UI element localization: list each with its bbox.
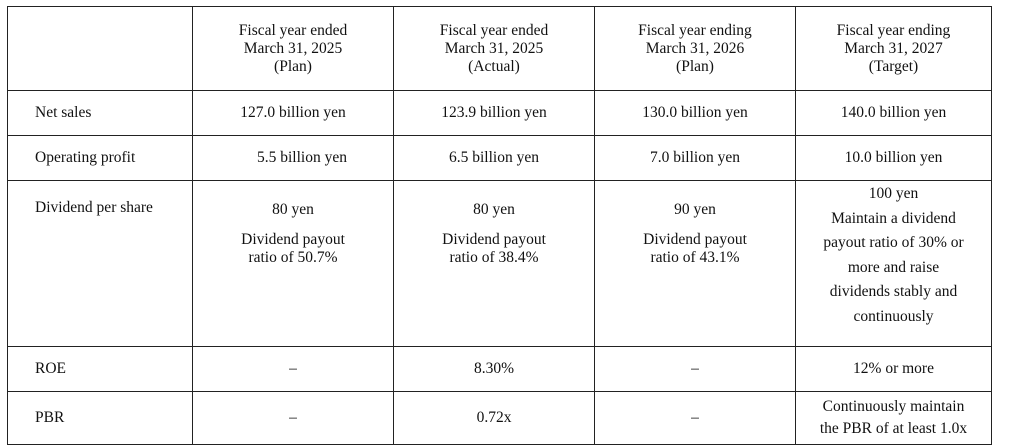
header-line: March 31, 2027	[844, 39, 943, 57]
header-fy2025-plan: Fiscal year ended March 31, 2025 (Plan)	[192, 6, 394, 91]
target-text: continuously	[853, 307, 934, 325]
row-label: Net sales	[7, 90, 193, 136]
financial-targets-table-container: Fiscal year ended March 31, 2025 (Plan) …	[7, 6, 992, 445]
header-line: Fiscal year ending	[836, 21, 951, 39]
table-cell-dividend: 90 yen Dividend payout ratio of 43.1%	[594, 180, 796, 347]
table-cell-dividend: 80 yen Dividend payout ratio of 38.4%	[393, 180, 595, 347]
table-row-roe: ROE – 8.30% – 12% or more	[7, 346, 992, 392]
target-text: Continuously maintain	[822, 398, 965, 415]
payout-text: Dividend payout	[643, 231, 747, 248]
dividend-amount: 90 yen	[674, 201, 716, 218]
header-line: (Target)	[868, 57, 919, 75]
row-label: PBR	[7, 391, 193, 445]
table-cell: 130.0 billion yen	[594, 90, 796, 136]
table-cell: –	[594, 346, 796, 392]
table-row-operating-profit: Operating profit 5.5 billion yen 6.5 bil…	[7, 135, 992, 181]
table-cell: 127.0 billion yen	[192, 90, 394, 136]
target-text: Maintain a dividend	[831, 209, 956, 227]
table-cell: 123.9 billion yen	[393, 90, 595, 136]
target-text: dividends stably and	[829, 283, 958, 300]
target-text: 100 yen	[868, 185, 919, 202]
row-label: Dividend per share	[7, 180, 193, 347]
table-cell: –	[192, 346, 394, 392]
row-label: Operating profit	[7, 135, 193, 181]
header-line: (Plan)	[274, 57, 312, 75]
table-cell: 5.5 billion yen	[192, 135, 394, 181]
header-row: Fiscal year ended March 31, 2025 (Plan) …	[7, 6, 992, 91]
target-text: the PBR of at least 1.0x	[819, 420, 968, 437]
table-cell: –	[192, 391, 394, 445]
table-cell: 12% or more	[795, 346, 992, 392]
payout-text: ratio of 50.7%	[248, 249, 338, 266]
header-line: March 31, 2026	[645, 39, 745, 57]
table-cell: 10.0 billion yen	[795, 135, 992, 181]
header-line: March 31, 2025	[444, 39, 544, 57]
table-cell: 0.72x	[393, 391, 595, 445]
table-cell-dividend-target: 100 yen Maintain a dividend payout ratio…	[795, 180, 992, 347]
financial-targets-table: Fiscal year ended March 31, 2025 (Plan) …	[7, 6, 992, 445]
row-label: ROE	[7, 346, 193, 392]
header-empty-cell	[7, 6, 193, 91]
table-cell: 8.30%	[393, 346, 595, 392]
dividend-amount: 80 yen	[272, 201, 314, 218]
header-line: Fiscal year ended	[439, 21, 549, 39]
header-line: Fiscal year ending	[638, 21, 752, 39]
table-row-dividend: Dividend per share 80 yen Dividend payou…	[7, 180, 992, 347]
header-line: Fiscal year ended	[238, 21, 348, 39]
payout-text: Dividend payout	[442, 231, 546, 248]
payout-text: ratio of 38.4%	[449, 249, 539, 266]
table-cell-pbr-target: Continuously maintain the PBR of at leas…	[795, 391, 992, 445]
dividend-amount: 80 yen	[473, 201, 515, 218]
table-cell: –	[594, 391, 796, 445]
header-fy2027-target: Fiscal year ending March 31, 2027 (Targe…	[795, 6, 992, 91]
table-cell-dividend: 80 yen Dividend payout ratio of 50.7%	[192, 180, 394, 347]
target-text: more and raise	[847, 258, 940, 276]
header-line: March 31, 2025	[243, 39, 343, 57]
header-fy2025-actual: Fiscal year ended March 31, 2025 (Actual…	[393, 6, 595, 91]
payout-text: ratio of 43.1%	[650, 249, 740, 266]
target-text: payout ratio of 30% or	[823, 234, 964, 251]
payout-text: Dividend payout	[241, 231, 345, 248]
header-fy2026-plan: Fiscal year ending March 31, 2026 (Plan)	[594, 6, 796, 91]
table-cell: 140.0 billion yen	[795, 90, 992, 136]
table-row-pbr: PBR – 0.72x – Continuously maintain the …	[7, 391, 992, 445]
table-cell: 7.0 billion yen	[594, 135, 796, 181]
header-line: (Actual)	[468, 57, 520, 75]
table-row-net-sales: Net sales 127.0 billion yen 123.9 billio…	[7, 90, 992, 136]
table-cell: 6.5 billion yen	[393, 135, 595, 181]
header-line: (Plan)	[676, 57, 714, 75]
